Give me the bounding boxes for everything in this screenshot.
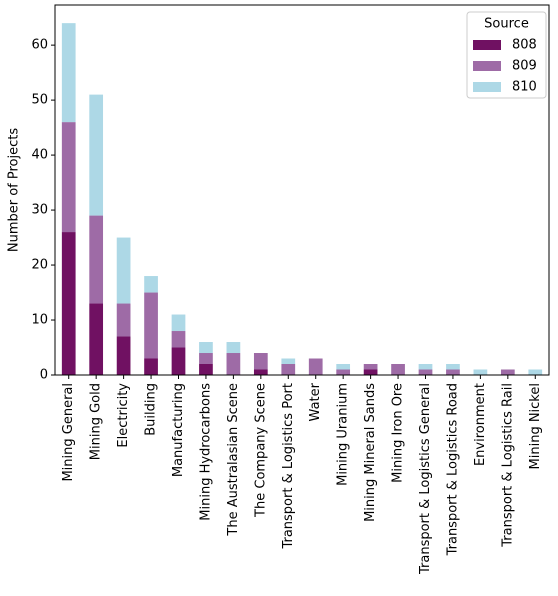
x-tick-label: Mining Mineral Sands <box>363 383 378 522</box>
bar-segment <box>446 364 460 370</box>
bar-segment <box>226 342 241 354</box>
bar-segment <box>61 122 76 233</box>
legend-title: Source <box>484 17 529 32</box>
legend-box <box>466 11 547 99</box>
bar-segment <box>89 215 104 304</box>
bar-segment <box>89 94 104 216</box>
bar-segment <box>144 358 158 375</box>
bar-segment <box>473 369 488 375</box>
y-tick-label: 40 <box>31 148 48 163</box>
x-tick-label: Mining Gold <box>89 383 104 460</box>
bar-segment <box>281 364 296 375</box>
y-tick-label: 0 <box>40 368 48 383</box>
y-tick-label: 50 <box>31 93 48 108</box>
bar-segment <box>116 336 131 375</box>
x-tick-label: Water <box>308 382 323 421</box>
bar-segment <box>89 303 104 375</box>
bar-segment <box>446 369 460 375</box>
x-tick-label: Transport & Logistics Port <box>281 383 296 550</box>
bar-segment <box>528 369 543 375</box>
x-tick-label: Mining Hydrocarbons <box>198 383 213 521</box>
bar-segment <box>144 292 158 359</box>
x-tick-label: The Company Scene <box>253 383 268 518</box>
bar-segment <box>171 331 186 348</box>
bar-segment <box>336 364 351 370</box>
bar-segment <box>391 364 405 375</box>
x-tick-label: Transport & Logistics Rail <box>500 383 515 548</box>
bar-segment <box>253 353 268 370</box>
bar-segment <box>363 364 378 370</box>
y-tick-label: 20 <box>31 258 48 273</box>
x-tick-label: Mining Uranium <box>336 383 351 486</box>
legend-label: 810 <box>512 80 537 95</box>
x-tick-label: Mining Iron Ore <box>391 383 406 483</box>
bar-segment <box>61 232 76 375</box>
bar-segment <box>418 364 433 370</box>
x-tick-label: Mining Nickel <box>528 383 543 469</box>
bar-segment <box>363 369 378 375</box>
bar-segment <box>171 314 186 332</box>
x-tick-label: Electricity <box>116 383 131 448</box>
bar-segment <box>199 364 213 375</box>
bar-segment <box>226 353 241 375</box>
y-tick-label: 60 <box>31 38 48 53</box>
x-tick-label: The Australasian Scene <box>226 383 241 537</box>
y-axis-label: Number of Projects <box>7 128 22 252</box>
x-tick-label: Environment <box>473 383 488 466</box>
legend-label: 809 <box>512 59 537 74</box>
x-tick-label: Transport & Logistics Road <box>445 383 460 556</box>
legend-swatch <box>473 40 501 50</box>
bar-segment <box>418 369 433 375</box>
bar-segment <box>116 303 131 337</box>
bar-segment <box>281 358 296 365</box>
x-tick-label: Building <box>144 383 159 436</box>
legend-swatch <box>473 61 501 71</box>
x-tick-label: Mining General <box>61 383 76 482</box>
bar-segment <box>61 23 76 123</box>
plot-frame <box>54 4 550 376</box>
bar-segment <box>336 369 351 375</box>
bar-segment <box>171 347 186 375</box>
bar-segment <box>116 237 131 304</box>
y-tick-label: 30 <box>31 203 48 218</box>
bar-segment <box>308 358 323 375</box>
bar-segment <box>253 369 268 375</box>
y-tick-label: 10 <box>31 313 48 328</box>
bar-segment <box>144 276 158 293</box>
x-tick-label: Manufacturing <box>171 383 186 477</box>
bar-segment <box>199 353 213 365</box>
legend-swatch <box>473 82 501 92</box>
bar-segment <box>500 369 515 375</box>
x-tick-label: Transport & Logistics General <box>418 383 433 575</box>
legend-label: 808 <box>512 38 537 53</box>
bar-segment <box>199 342 213 354</box>
